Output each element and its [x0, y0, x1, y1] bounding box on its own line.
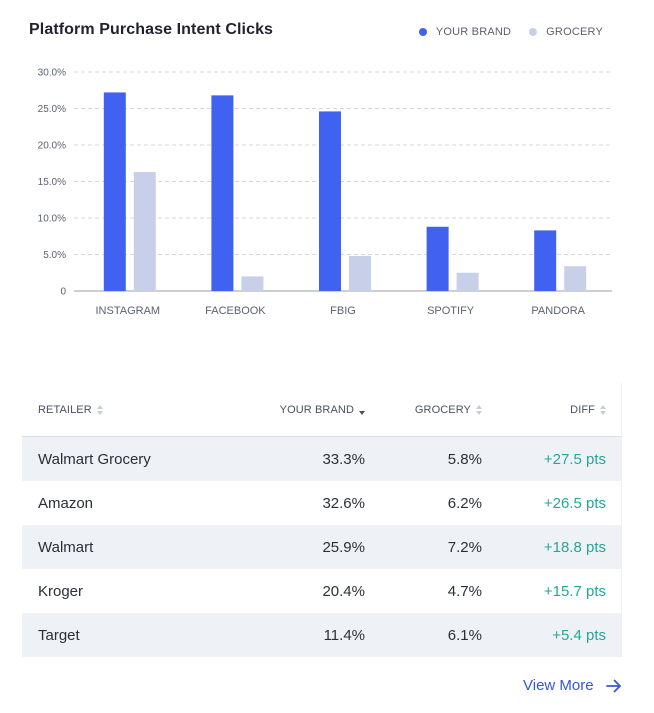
chart-legend: YOUR BRAND GROCERY: [418, 26, 603, 38]
table-row: Amazon 32.6% 6.2% +26.5 pts: [22, 481, 621, 525]
header-diff[interactable]: DIFF: [482, 404, 606, 416]
cell-grocery: 6.1%: [447, 626, 482, 644]
bar-chart: 0 5.0% 10.0% 15.0% 20.0% 25.0% 30.0% INSTAGRAM F…: [38, 68, 612, 317]
x-tick-label: SPOTIFY: [427, 305, 475, 317]
cell-your-brand: 33.3%: [322, 450, 365, 468]
cell-diff: +26.5 pts: [543, 494, 606, 512]
legend-label-grocery: GROCERY: [546, 26, 603, 38]
y-tick-label: 30.0%: [38, 68, 66, 79]
x-tick-label: FACEBOOK: [205, 305, 266, 317]
legend-item-your-brand: YOUR BRAND: [418, 26, 512, 38]
table-row: Walmart 25.9% 7.2% +18.8 pts: [22, 525, 621, 569]
bar-your-brand-pandora[interactable]: [534, 230, 557, 291]
x-tick-label: FBIG: [330, 305, 356, 317]
bar-your-brand-facebook[interactable]: [211, 95, 234, 291]
retailer-table: RETAILER YOUR BRAND GROCERY DIFF Walmart…: [22, 383, 622, 657]
cell-retailer: Target: [38, 626, 80, 644]
legend-label-your-brand: YOUR BRAND: [435, 26, 512, 38]
cell-your-brand: 25.9%: [322, 538, 365, 556]
cell-retailer: Amazon: [38, 494, 94, 512]
table-row: Walmart Grocery 33.3% 5.8% +27.5 pts: [22, 437, 621, 481]
cell-retailer: Walmart: [38, 538, 94, 556]
y-tick-label: 20.0%: [38, 141, 66, 152]
header-retailer[interactable]: RETAILER: [22, 404, 247, 416]
header-your-brand[interactable]: YOUR BRAND: [247, 404, 365, 416]
table-header: RETAILER YOUR BRAND GROCERY DIFF: [22, 383, 621, 437]
bar-your-brand-fbig[interactable]: [319, 111, 341, 291]
cell-your-brand: 11.4%: [323, 626, 365, 644]
legend-dot-your-brand: [418, 28, 427, 36]
cell-your-brand: 20.4%: [322, 582, 365, 600]
view-more-label: View More: [523, 677, 594, 694]
cell-diff: +18.8 pts: [543, 538, 606, 556]
legend-item-grocery: GROCERY: [529, 26, 603, 38]
bar-grocery-fbig[interactable]: [349, 255, 371, 291]
table-row: Kroger 20.4% 4.7% +15.7 pts: [22, 569, 621, 613]
chart-title: Platform Purchase Intent Clicks: [29, 21, 274, 38]
cell-grocery: 6.2%: [447, 494, 482, 512]
cell-grocery: 4.7%: [447, 582, 482, 600]
chart-card: Platform Purchase Intent Clicks YOUR BRA…: [0, 0, 640, 330]
cell-grocery: 7.2%: [447, 538, 482, 556]
cell-diff: +27.5 pts: [543, 450, 606, 468]
bar-your-brand-spotify[interactable]: [426, 226, 449, 291]
x-tick-label: INSTAGRAM: [96, 305, 161, 317]
cell-retailer: Walmart Grocery: [38, 450, 151, 468]
y-tick-label: 15.0%: [38, 177, 66, 188]
y-tick-label: 5.0%: [43, 250, 66, 261]
y-tick-label: 25.0%: [38, 104, 66, 115]
header-retailer-label: RETAILER: [38, 403, 92, 416]
bar-grocery-instagram[interactable]: [133, 172, 156, 291]
bar-grocery-pandora[interactable]: [564, 266, 587, 291]
view-more-link[interactable]: View More: [523, 677, 622, 694]
table-row: Target 11.4% 6.1% +5.4 pts: [22, 613, 621, 657]
y-tick-label: 0: [60, 287, 66, 298]
cell-diff: +5.4 pts: [552, 626, 606, 644]
cell-retailer: Kroger: [38, 582, 84, 600]
cell-grocery: 5.8%: [447, 450, 482, 468]
header-diff-label: DIFF: [570, 403, 595, 416]
bar-your-brand-instagram[interactable]: [103, 92, 126, 291]
header-your-brand-label: YOUR BRAND: [279, 403, 354, 416]
legend-dot-grocery: [529, 28, 538, 36]
sort-icon[interactable]: [96, 404, 103, 415]
sort-desc-icon[interactable]: [359, 405, 365, 415]
bar-grocery-spotify[interactable]: [456, 272, 479, 291]
cell-your-brand: 32.6%: [322, 494, 365, 512]
sort-icon[interactable]: [476, 404, 482, 415]
bar-grocery-facebook[interactable]: [241, 276, 264, 291]
arrow-right-icon: [605, 679, 621, 692]
sort-icon[interactable]: [600, 404, 606, 415]
cell-diff: +15.7 pts: [543, 582, 606, 600]
y-tick-label: 10.0%: [38, 214, 66, 225]
header-grocery[interactable]: GROCERY: [365, 404, 482, 416]
header-grocery-label: GROCERY: [414, 403, 471, 416]
x-tick-label: PANDORA: [531, 305, 585, 317]
